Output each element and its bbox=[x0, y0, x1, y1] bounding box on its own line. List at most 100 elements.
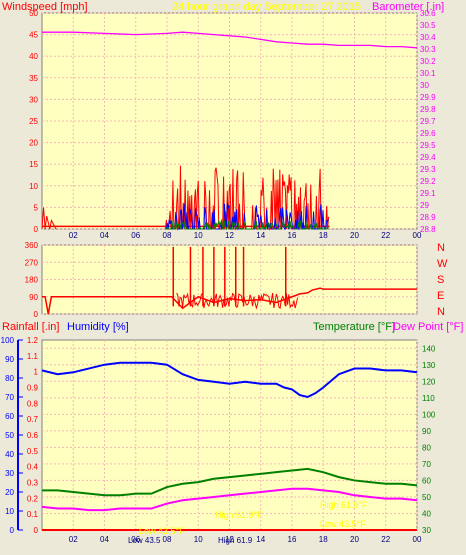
temperature-axis-title: Temperature [°F] bbox=[313, 321, 395, 333]
annotation-high-marker: High 61.9 bbox=[218, 536, 253, 545]
rainfall-tick-label: 0.1 bbox=[27, 510, 39, 519]
rainfall-tick-label: 1.2 bbox=[27, 336, 39, 345]
x-tick-label: 18 bbox=[319, 231, 328, 240]
barometer-line bbox=[42, 31, 418, 49]
humidity-tick-label: 80 bbox=[5, 374, 14, 383]
humidity-tick-label: 10 bbox=[5, 507, 14, 516]
annotation-low-temp: Low 43.5°F bbox=[139, 526, 185, 536]
windspeed-axis-title: Windspeed [mph] bbox=[2, 1, 88, 13]
barometer-tick-label: 30.4 bbox=[420, 33, 436, 42]
x-tick-label: 02 bbox=[69, 535, 78, 544]
x-tick-label: 10 bbox=[194, 535, 203, 544]
rainfall-tick-label: 1.1 bbox=[27, 352, 39, 361]
temperature-tick-label: 140 bbox=[422, 344, 436, 353]
rainfall-axis-title: Rainfall [.in] bbox=[2, 321, 59, 333]
humidity-line bbox=[41, 361, 418, 399]
x-tick-label: 02 bbox=[69, 231, 78, 240]
temperature-tick-label: 110 bbox=[422, 394, 435, 403]
temperature-tick-label: 120 bbox=[422, 377, 436, 386]
x-tick-label: 08 bbox=[163, 231, 172, 240]
x-tick-label: 06 bbox=[131, 535, 140, 544]
x-tick-label: 04 bbox=[100, 535, 109, 544]
barometer-tick-label: 29.7 bbox=[420, 117, 436, 126]
temperature-tick-label: 30 bbox=[422, 526, 431, 535]
x-tick-label: 16 bbox=[288, 231, 297, 240]
compass-label: S bbox=[437, 274, 444, 286]
rainfall-tick-label: 0.2 bbox=[27, 494, 39, 503]
chart-title: 24 hour graph day September 27 2015 bbox=[172, 1, 361, 13]
temperature-tick-label: 40 bbox=[422, 509, 431, 518]
temperature-tick-label: 130 bbox=[422, 361, 436, 370]
humidity-tick-label: 60 bbox=[5, 412, 14, 421]
barometer-tick-label: 30 bbox=[420, 81, 429, 90]
windspeed-tick-label: 35 bbox=[29, 74, 38, 83]
humidity-tick-label: 0 bbox=[10, 526, 15, 535]
humidity-tick-label: 50 bbox=[5, 431, 14, 440]
barometer-tick-label: 29.6 bbox=[420, 129, 436, 138]
temperature-humidity-plot-area bbox=[41, 339, 418, 531]
annotation-high-temp: High 61.9°F bbox=[215, 510, 263, 520]
humidity-tick-label: 30 bbox=[5, 469, 14, 478]
barometer-tick-label: 30.1 bbox=[420, 69, 436, 78]
rainfall-tick-label: 1 bbox=[34, 368, 39, 377]
x-tick-label: 14 bbox=[256, 231, 265, 240]
x-tick-label: 08 bbox=[163, 535, 172, 544]
x-tick-label: 16 bbox=[288, 535, 297, 544]
compass-label: W bbox=[437, 258, 448, 270]
wind-early-spikes bbox=[41, 207, 57, 230]
windspeed-tick-label: 0 bbox=[34, 225, 39, 234]
x-tick-label: 10 bbox=[194, 231, 203, 240]
x-tick-label: 12 bbox=[225, 535, 234, 544]
windspeed-tick-label: 30 bbox=[29, 95, 38, 104]
rainfall-tick-label: 0.7 bbox=[27, 415, 39, 424]
annotation-low-dew: Low 43.5°F bbox=[320, 519, 366, 529]
rainfall-tick-label: 0 bbox=[34, 526, 39, 535]
temperature-tick-label: 100 bbox=[422, 410, 436, 419]
barometer-tick-label: 29 bbox=[420, 201, 429, 210]
gridlines bbox=[42, 12, 418, 531]
direction-tick-label: 0 bbox=[34, 310, 39, 319]
wind-direction-jitter bbox=[176, 292, 299, 310]
rainfall-tick-label: 0.9 bbox=[27, 384, 39, 393]
windspeed-tick-label: 20 bbox=[29, 139, 38, 148]
windspeed-tick-label: 10 bbox=[29, 182, 38, 191]
windspeed-tick-label: 25 bbox=[29, 117, 38, 126]
wind-series-line bbox=[165, 218, 329, 231]
x-tick-label: 22 bbox=[381, 231, 390, 240]
x-tick-label: 20 bbox=[350, 535, 359, 544]
rainfall-tick-label: 0.6 bbox=[27, 431, 39, 440]
compass-label: N bbox=[437, 306, 445, 318]
x-tick-label: 06 bbox=[131, 231, 140, 240]
barometer-tick-label: 29.9 bbox=[420, 93, 436, 102]
windspeed-tick-label: 5 bbox=[34, 203, 39, 212]
barometer-tick-label: 30.3 bbox=[420, 45, 436, 54]
temperature-tick-label: 60 bbox=[422, 476, 431, 485]
direction-tick-label: 90 bbox=[29, 293, 38, 302]
x-tick-label: 18 bbox=[319, 535, 328, 544]
humidity-tick-label: 40 bbox=[5, 450, 14, 459]
humidity-tick-label: 20 bbox=[5, 488, 14, 497]
rainfall-tick-label: 0.3 bbox=[27, 479, 39, 488]
humidity-tick-label: 70 bbox=[5, 393, 14, 402]
windspeed-tick-label: 45 bbox=[29, 31, 38, 40]
barometer-tick-label: 30.5 bbox=[420, 21, 436, 30]
x-tick-label: 04 bbox=[100, 231, 109, 240]
rainfall-tick-label: 0.4 bbox=[27, 463, 39, 472]
barometer-tick-label: 30.2 bbox=[420, 57, 436, 66]
temperature-line bbox=[42, 467, 418, 497]
barometer-tick-label: 28.8 bbox=[420, 225, 436, 234]
humidity-axis-title: Humidity [%] bbox=[67, 321, 129, 333]
direction-tick-label: 180 bbox=[25, 276, 39, 285]
barometer-tick-label: 28.9 bbox=[420, 213, 436, 222]
compass-label: N bbox=[437, 242, 445, 254]
humidity-tick-label: 100 bbox=[1, 336, 15, 345]
x-tick-label: 12 bbox=[225, 231, 234, 240]
barometer-tick-label: 29.8 bbox=[420, 105, 436, 114]
x-tick-label: 14 bbox=[256, 535, 265, 544]
barometer-tick-label: 29.4 bbox=[420, 153, 436, 162]
temperature-tick-label: 50 bbox=[422, 493, 431, 502]
barometer-axis-title: Barometer [.in] bbox=[372, 1, 444, 13]
barometer-tick-label: 29.5 bbox=[420, 141, 436, 150]
annotation-low-marker: Low 43.5 bbox=[128, 536, 161, 545]
